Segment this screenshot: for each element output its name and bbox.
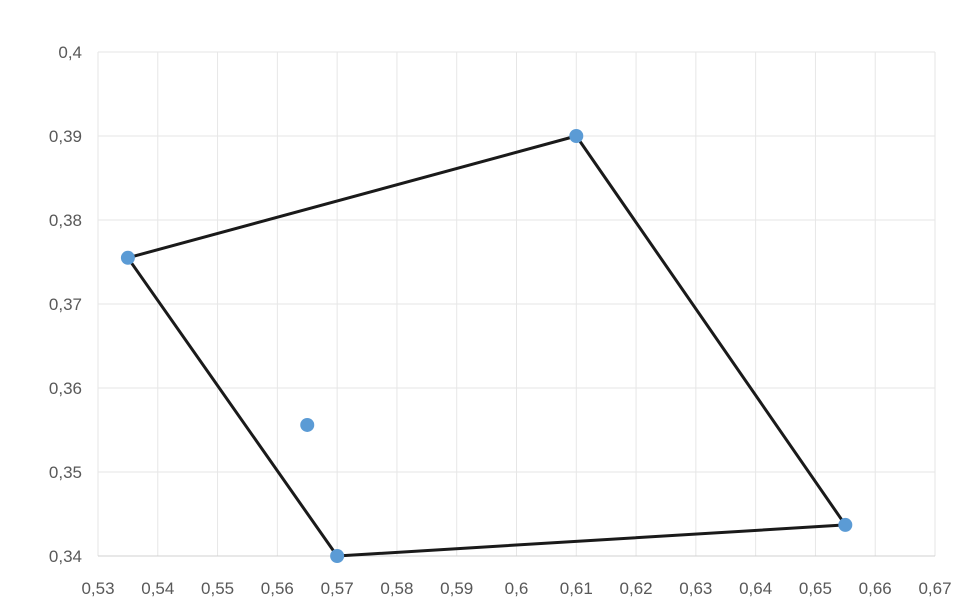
y-tick-label: 0,4 [58,43,82,62]
y-tick-label: 0,37 [49,295,82,314]
y-tick-label: 0,34 [49,547,82,566]
x-tick-label: 0,61 [560,579,593,598]
x-tick-label: 0,54 [141,579,174,598]
data-point [838,517,853,532]
x-tick-label: 0,62 [620,579,653,598]
y-tick-label: 0,36 [49,379,82,398]
y-tick-label: 0,39 [49,127,82,146]
y-tick-label: 0,35 [49,463,82,482]
x-tick-label: 0,65 [799,579,832,598]
x-tick-label: 0,64 [739,579,772,598]
x-tick-label: 0,55 [201,579,234,598]
y-axis-tick-labels: 0,34 0,35 0,36 0,37 0,38 0,39 0,4 [49,43,82,566]
x-tick-label: 0,59 [440,579,473,598]
x-tick-label: 0,58 [380,579,413,598]
x-tick-label: 0,57 [321,579,354,598]
x-tick-label: 0,66 [859,579,892,598]
data-point [120,250,135,265]
x-tick-label: 0,6 [505,579,529,598]
y-tick-label: 0,38 [49,211,82,230]
data-point [330,549,345,563]
x-axis-tick-labels: 0,53 0,54 0,55 0,56 0,57 0,58 0,59 0,6 0,61 0,62 0… [81,579,951,598]
data-points [120,129,853,563]
x-tick-label: 0,67 [918,579,951,598]
x-tick-label: 0,53 [81,579,114,598]
data-point [300,417,315,432]
x-tick-label: 0,63 [679,579,712,598]
data-point [569,129,584,143]
x-tick-label: 0,56 [261,579,294,598]
